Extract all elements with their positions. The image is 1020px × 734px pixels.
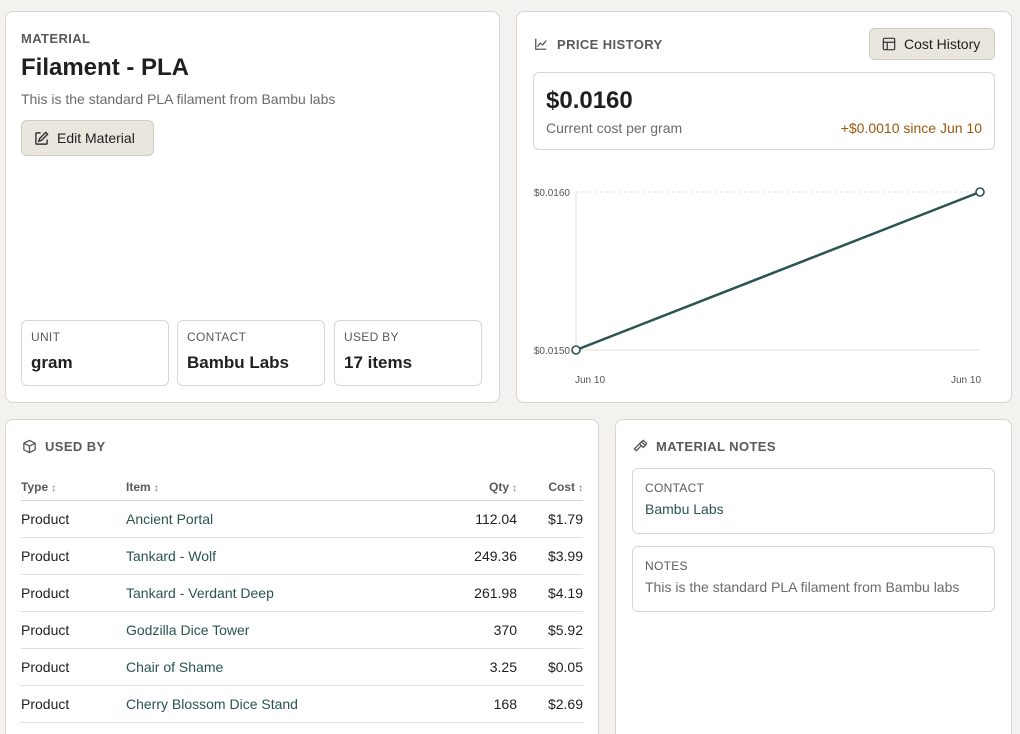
row-qty: 370 — [427, 611, 517, 649]
col-cost[interactable]: Cost ↕ — [517, 478, 583, 501]
row-item-link[interactable]: Tankard - Wolf — [126, 537, 427, 575]
table-row[interactable]: Product Chair of Shame 3.25 $0.05 — [21, 648, 583, 686]
current-cost-box: $0.0160 Current cost per gram +$0.0010 s… — [533, 72, 995, 150]
cost-history-label: Cost History — [904, 36, 981, 52]
used-by-eyebrow: USED BY — [45, 439, 106, 454]
x-tick-label: Jun 10 — [575, 375, 605, 386]
y-tick-label: $0.0160 — [534, 188, 571, 199]
row-qty: 168 — [427, 685, 517, 723]
row-cost: $0.05 — [517, 648, 583, 686]
x-tick-label: Jun 10 — [951, 375, 981, 386]
stat-unit-label: UNIT — [31, 330, 61, 344]
edit-material-label: Edit Material — [57, 130, 135, 146]
table-row[interactable]: Product Tankard - Verdant Deep 261.98 $4.19 — [21, 574, 583, 612]
col-qty[interactable]: Qty ↕ — [427, 478, 517, 501]
col-qty-label: Qty — [488, 479, 509, 494]
notes-text-box: NOTES This is the standard PLA filament … — [632, 546, 995, 612]
row-type: Product — [21, 574, 126, 612]
price-history-card: PRICE HISTORY Cost History $0.0160 Curre… — [516, 11, 1012, 403]
price-history-eyebrow: PRICE HISTORY — [557, 37, 663, 52]
table-row[interactable]: Product Cherry Blossom Dice Stand 168 $2.69 — [21, 685, 583, 723]
table-row[interactable]: Product Ancient Portal 112.04 $1.79 — [21, 500, 583, 538]
material-eyebrow: MATERIAL — [21, 31, 91, 46]
col-type-label: Type — [21, 479, 49, 494]
row-type: Product — [21, 611, 126, 649]
row-type: Product — [21, 537, 126, 575]
cost-history-button[interactable]: Cost History — [869, 28, 995, 60]
table-icon — [882, 37, 896, 51]
y-tick-label: $0.0150 — [534, 346, 571, 357]
stat-unit: UNIT gram — [21, 320, 169, 386]
stat-contact: CONTACT Bambu Labs — [177, 320, 325, 386]
stat-used-by-label: USED BY — [344, 330, 399, 344]
stat-used-by: USED BY 17 items — [334, 320, 482, 386]
notes-text-value: This is the standard PLA filament from B… — [645, 579, 960, 595]
material-card: MATERIAL Filament - PLA This is the stan… — [5, 11, 500, 403]
table-header-row: Type ↕ Item ↕ Qty ↕ Cost ↕ — [21, 478, 583, 501]
row-qty: 261.98 — [427, 574, 517, 612]
row-item-link[interactable]: Godzilla Dice Tower — [126, 611, 427, 649]
hammer-icon — [633, 439, 648, 454]
material-notes-eyebrow: MATERIAL NOTES — [656, 439, 776, 454]
row-qty: 249.36 — [427, 537, 517, 575]
table-row[interactable]: Product Godzilla Dice Tower 370 $5.92 — [21, 611, 583, 649]
row-qty: 3.25 — [427, 648, 517, 686]
row-cost: $3.99 — [517, 537, 583, 575]
col-type[interactable]: Type ↕ — [21, 478, 126, 501]
material-notes-card: MATERIAL NOTES CONTACT Bambu Labs NOTES … — [615, 419, 1012, 734]
used-by-table: Type ↕ Item ↕ Qty ↕ Cost ↕ Product Ancient Po… — [21, 478, 583, 723]
row-type: Product — [21, 685, 126, 723]
material-description: This is the standard PLA filament from B… — [21, 91, 336, 107]
row-item-link[interactable]: Tankard - Verdant Deep — [126, 574, 427, 612]
row-cost: $5.92 — [517, 611, 583, 649]
sort-icon: ↕ — [153, 482, 159, 494]
row-item-link[interactable]: Ancient Portal — [126, 500, 427, 538]
sort-icon: ↕ — [512, 482, 517, 494]
row-cost: $4.19 — [517, 574, 583, 612]
stat-contact-label: CONTACT — [187, 330, 247, 344]
package-icon — [22, 439, 37, 454]
notes-text-label: NOTES — [645, 559, 688, 573]
line-chart-icon — [534, 37, 548, 51]
current-cost-value: $0.0160 — [546, 87, 633, 114]
edit-material-button[interactable]: Edit Material — [21, 120, 154, 156]
col-item-label: Item — [126, 479, 151, 494]
stat-contact-value: Bambu Labs — [187, 353, 290, 372]
sort-icon: ↕ — [578, 482, 583, 494]
table-row[interactable]: Product Tankard - Wolf 249.36 $3.99 — [21, 537, 583, 575]
row-type: Product — [21, 500, 126, 538]
row-qty: 112.04 — [427, 500, 517, 538]
notes-contact-box: CONTACT Bambu Labs — [632, 468, 995, 534]
notes-contact-link[interactable]: Bambu Labs — [645, 501, 724, 517]
price-chart: $0.0160 $0.0150 Jun 10 Jun 10 — [534, 187, 985, 386]
material-title: Filament - PLA — [21, 54, 190, 81]
row-type: Product — [21, 648, 126, 686]
edit-icon — [34, 130, 49, 146]
data-point — [975, 187, 985, 197]
stat-used-by-value: 17 items — [344, 353, 413, 372]
row-cost: $2.69 — [517, 685, 583, 723]
cost-change: +$0.0010 since Jun 10 — [840, 120, 982, 136]
used-by-card: USED BY Type ↕ Item ↕ Qty ↕ Cost ↕ Product An… — [5, 419, 599, 734]
col-item[interactable]: Item ↕ — [126, 478, 427, 501]
stat-unit-value: gram — [31, 353, 73, 372]
col-cost-label: Cost — [548, 479, 575, 494]
series-line — [575, 190, 981, 352]
current-cost-label: Current cost per gram — [546, 120, 683, 136]
notes-contact-label: CONTACT — [645, 481, 705, 495]
sort-icon: ↕ — [51, 482, 57, 494]
row-cost: $1.79 — [517, 500, 583, 538]
row-item-link[interactable]: Chair of Shame — [126, 648, 427, 686]
row-item-link[interactable]: Cherry Blossom Dice Stand — [126, 685, 427, 723]
data-point — [571, 345, 581, 355]
